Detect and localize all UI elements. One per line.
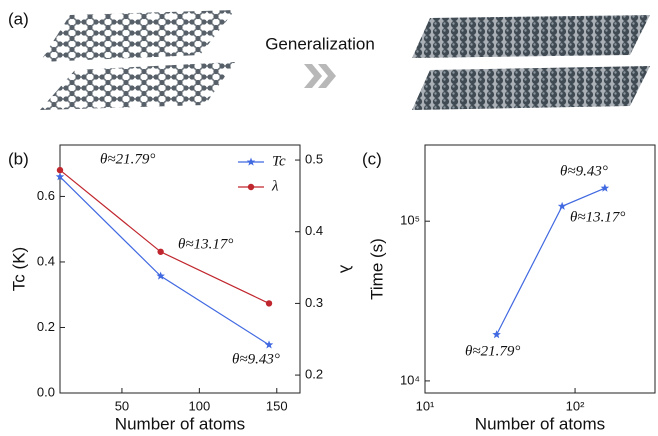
data-point xyxy=(266,300,272,306)
legend-label: λ xyxy=(271,178,279,194)
annotation: θ≈21.79° xyxy=(465,343,520,359)
legend-label: Tc xyxy=(272,153,286,169)
arrow-label: Generalization xyxy=(265,34,375,53)
y-tick-label: 0.6 xyxy=(37,188,55,203)
figure: (a) Generalization (b) 50 100 150 0.0 0.2 0.4 0… xyxy=(0,0,658,436)
data-point xyxy=(558,202,567,210)
panel-label: (b) xyxy=(8,149,29,168)
y-tick-label: 0.4 xyxy=(37,253,55,268)
lattice-right xyxy=(412,15,650,110)
legend-marker xyxy=(248,184,254,190)
panel-label: (a) xyxy=(8,9,29,28)
plot-frame xyxy=(425,145,655,393)
data-point xyxy=(157,249,163,255)
annotation: θ≈13.17° xyxy=(178,236,233,252)
series-line xyxy=(60,177,269,345)
y-tick-label: 10⁵ xyxy=(400,213,420,228)
chevrons xyxy=(304,64,336,88)
annotation: θ≈13.17° xyxy=(570,209,625,225)
y2-tick-label: 0.3 xyxy=(305,295,323,310)
y2-tick-label: 0.2 xyxy=(305,367,323,382)
x-axis-label: Number of atoms xyxy=(475,414,605,433)
x-tick-label: 10¹ xyxy=(416,398,435,413)
lattice-left xyxy=(40,10,235,110)
y-tick-label: 10⁴ xyxy=(400,372,420,387)
y-axis-label: Tc (K) xyxy=(9,247,28,291)
y-axis-label: Time (s) xyxy=(367,238,386,300)
y2-axis-label: λ xyxy=(337,265,356,274)
y2-tick-label: 0.4 xyxy=(305,223,323,238)
annotation: θ≈9.43° xyxy=(232,351,280,367)
panel-label: (c) xyxy=(362,149,382,168)
annotation: θ≈21.79° xyxy=(100,151,155,167)
data-point xyxy=(57,167,63,173)
x-axis-label: Number of atoms xyxy=(115,414,245,433)
data-point xyxy=(601,184,610,192)
x-tick-label: 50 xyxy=(115,398,129,413)
y2-tick-label: 0.5 xyxy=(305,151,323,166)
legend-marker xyxy=(247,158,256,166)
data-point xyxy=(492,330,501,338)
annotation: θ≈9.43° xyxy=(560,163,608,179)
series-line xyxy=(60,170,269,303)
y-tick-label: 0.0 xyxy=(37,384,55,399)
x-tick-label: 150 xyxy=(266,398,288,413)
x-tick-label: 100 xyxy=(189,398,211,413)
y-tick-label: 0.2 xyxy=(37,319,55,334)
data-point xyxy=(265,340,274,348)
x-tick-label: 10² xyxy=(566,398,585,413)
